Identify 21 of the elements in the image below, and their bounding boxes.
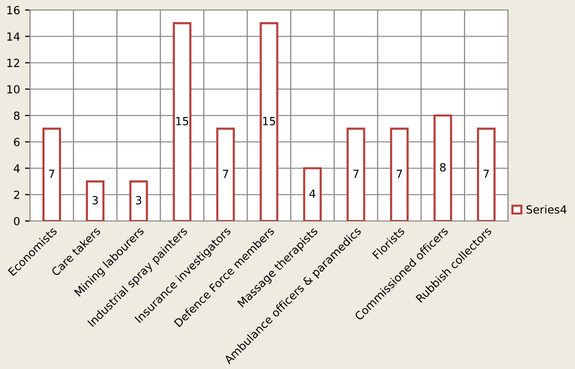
data-label: 7: [396, 170, 402, 178]
y-tick-label: 16: [7, 6, 20, 14]
data-label: 3: [136, 196, 142, 204]
y-tick-label: 0: [14, 216, 20, 226]
data-label: 7: [353, 170, 358, 178]
y-tick-label: 8: [14, 111, 20, 120]
y-tick-label: 2: [14, 190, 20, 199]
data-label: 7: [49, 170, 54, 178]
y-tick-label: 14: [7, 32, 20, 41]
data-label: 15: [176, 117, 188, 126]
legend-label: Series4: [526, 205, 566, 214]
y-tick-label: 6: [14, 138, 20, 146]
y-tick-label: 12: [7, 58, 20, 67]
data-label: 7: [484, 170, 489, 178]
data-label: 15: [263, 117, 276, 126]
y-tick-label: 10: [7, 85, 20, 94]
data-label: 4: [309, 190, 316, 198]
data-label: 8: [440, 163, 446, 172]
data-label: 3: [92, 196, 98, 204]
data-label: 7: [222, 170, 228, 178]
y-tick-label: 4: [14, 164, 20, 172]
